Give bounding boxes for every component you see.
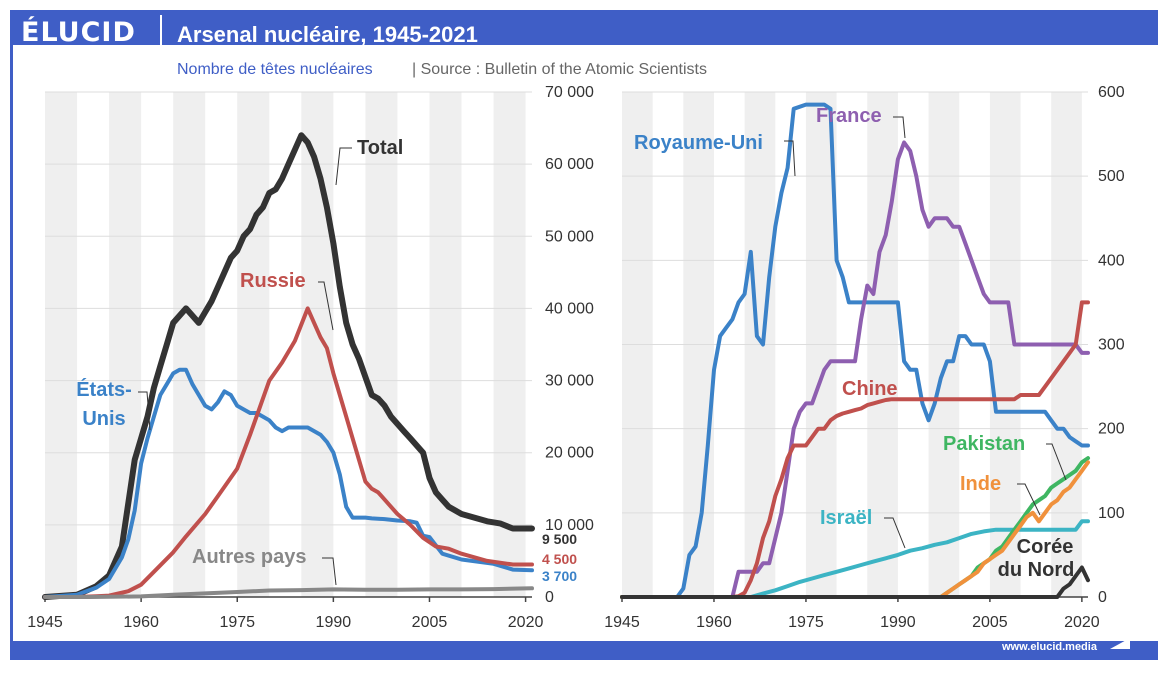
x-tick-label: 1975 — [788, 614, 824, 631]
leader-uk — [784, 140, 796, 177]
x-tick-label: 2005 — [972, 614, 1008, 631]
footer-url[interactable]: www.elucid.media — [1002, 641, 1097, 653]
label-china: Chine — [842, 378, 898, 400]
series-line-china — [620, 300, 1090, 599]
grid-band — [429, 92, 462, 597]
leader-total — [335, 147, 352, 186]
x-tick-label: 1990 — [880, 614, 916, 631]
series-line-israel — [620, 519, 1090, 599]
grid-band — [45, 92, 78, 597]
series-line-india — [620, 460, 1090, 599]
x-tick-label: 1990 — [316, 614, 352, 631]
y-tick-label: 60 000 — [545, 156, 594, 173]
y-tick-label: 30 000 — [545, 373, 594, 390]
leader-france — [893, 116, 906, 139]
series-line-total — [42, 132, 535, 600]
grid-band — [173, 92, 206, 597]
label-nk-1: Corée — [1017, 536, 1074, 558]
end-label-usa: 3 700 — [542, 568, 577, 584]
series-line-others — [43, 586, 534, 599]
label-usa-1: États- — [76, 378, 132, 401]
y-tick-label: 70 000 — [545, 84, 594, 101]
y-tick-label: 400 — [1098, 252, 1125, 269]
leader-israel — [884, 517, 906, 549]
label-israel: Israël — [820, 507, 872, 529]
x-tick-label: 2005 — [412, 614, 448, 631]
y-tick-label: 600 — [1098, 84, 1125, 101]
series-line-usa — [43, 367, 534, 599]
series-line-france — [620, 140, 1090, 599]
chart-subtitle: Nombre de têtes nucléaires — [177, 61, 373, 78]
y-tick-label: 20 000 — [545, 445, 594, 462]
x-tick-label: 1960 — [123, 614, 159, 631]
y-tick-label: 200 — [1098, 421, 1125, 438]
y-tick-label: 10 000 — [545, 517, 594, 534]
series-line-uk — [620, 102, 1090, 599]
y-tick-label: 50 000 — [545, 228, 594, 245]
y-tick-label: 100 — [1098, 505, 1125, 522]
end-label-total: 9 500 — [542, 531, 577, 547]
series-line-nk — [620, 565, 1090, 599]
elucid-mark-icon — [1110, 638, 1130, 649]
leader-pakistan — [1046, 443, 1067, 481]
label-usa-2: Unis — [82, 408, 125, 430]
y-tick-label: 500 — [1098, 168, 1125, 185]
label-pakistan: Pakistan — [943, 433, 1025, 455]
leader-usa — [138, 391, 151, 431]
elucid-logo: ÉLUCID — [21, 17, 136, 48]
series-line-russia — [43, 306, 534, 599]
grid-band — [237, 92, 270, 597]
leader-others — [322, 557, 337, 586]
source-text: Source : Bulletin of the Atomic Scientis… — [420, 61, 707, 78]
y-tick-label: 300 — [1098, 337, 1125, 354]
logo-separator — [160, 15, 162, 50]
chart-source: | Source : Bulletin of the Atomic Scient… — [412, 61, 707, 78]
x-tick-label: 1975 — [219, 614, 255, 631]
x-tick-label: 2020 — [508, 614, 544, 631]
leader-russia — [318, 281, 334, 331]
chart-title: Arsenal nucléaire, 1945-2021 — [177, 22, 478, 47]
y-tick-label: 40 000 — [545, 300, 594, 317]
x-tick-label: 1945 — [604, 614, 640, 631]
y-tick-label: 0 — [1098, 589, 1107, 606]
x-tick-label: 1945 — [27, 614, 63, 631]
label-india: Inde — [960, 473, 1001, 495]
x-tick-label: 2020 — [1064, 614, 1100, 631]
label-others: Autres pays — [192, 546, 307, 568]
leader-india — [1017, 483, 1041, 516]
grid-band — [493, 92, 526, 597]
x-tick-label: 1960 — [696, 614, 732, 631]
end-label-russia: 4 500 — [542, 551, 577, 567]
grid-band — [365, 92, 398, 597]
label-uk: Royaume-Uni — [634, 132, 763, 154]
label-russia: Russie — [240, 270, 306, 292]
label-total: Total — [357, 137, 403, 159]
label-nk-2: du Nord — [998, 559, 1075, 581]
label-france: France — [816, 105, 882, 127]
y-tick-label: 0 — [545, 589, 554, 606]
